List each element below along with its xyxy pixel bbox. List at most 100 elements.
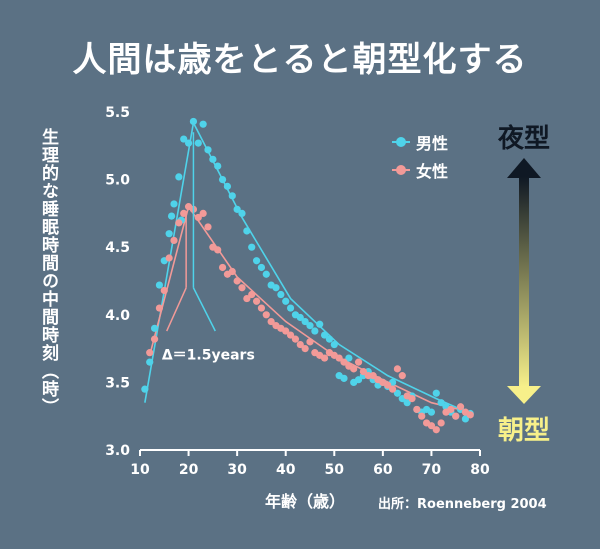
data-point-male xyxy=(233,205,241,213)
data-point-male xyxy=(214,162,222,170)
data-point-male xyxy=(228,192,236,200)
data-point-female xyxy=(447,405,455,414)
data-point-male xyxy=(257,263,266,272)
data-point-female xyxy=(204,223,212,231)
data-point-female xyxy=(427,422,436,430)
x-tick-label: 80 xyxy=(470,462,490,478)
arrow-head-down xyxy=(507,386,541,404)
data-point-female xyxy=(359,367,368,376)
data-point-female xyxy=(252,297,261,305)
delta-label: Δ＝1.5years xyxy=(162,347,255,363)
data-point-male xyxy=(184,139,193,147)
data-point-female xyxy=(452,412,460,420)
arrow-shaft xyxy=(519,177,529,387)
data-point-female xyxy=(466,411,474,419)
data-point-male xyxy=(311,327,319,335)
data-point-male xyxy=(243,227,251,235)
chronotype-arrow xyxy=(507,158,541,404)
data-point-male xyxy=(282,297,290,305)
data-point-female xyxy=(228,267,236,276)
legend-item-male: 男性 xyxy=(392,132,449,153)
data-point-female xyxy=(335,354,343,362)
morning-type-label: 朝型 xyxy=(497,416,550,446)
data-point-male xyxy=(218,176,227,184)
legend-label-female: 女性 xyxy=(416,162,449,181)
data-point-male xyxy=(194,139,202,147)
data-point-male xyxy=(340,374,348,382)
data-point-male xyxy=(403,399,411,407)
data-point-male xyxy=(296,313,304,322)
data-point-male xyxy=(252,257,261,265)
x-tick-label: 20 xyxy=(179,462,199,478)
data-point-male xyxy=(330,340,338,349)
data-point-male xyxy=(180,135,188,143)
data-point-female xyxy=(369,372,377,380)
data-point-female xyxy=(233,277,241,285)
data-point-female xyxy=(248,290,256,299)
data-point-female xyxy=(320,354,329,362)
data-point-male xyxy=(223,182,232,190)
data-point-male xyxy=(167,212,176,220)
data-point-male xyxy=(262,270,270,278)
legend-item-female: 女性 xyxy=(392,160,449,181)
data-point-male xyxy=(432,389,440,397)
data-point-male xyxy=(248,243,256,251)
data-point-male xyxy=(155,281,164,289)
data-point-female xyxy=(354,358,363,366)
data-point-female xyxy=(199,209,207,217)
data-point-male xyxy=(320,331,329,339)
data-point-female xyxy=(291,335,300,343)
night-type-label: 夜型 xyxy=(497,124,550,154)
data-points xyxy=(141,117,474,434)
data-point-male xyxy=(437,399,445,407)
legend-label-male: 男性 xyxy=(416,134,449,153)
data-point-male xyxy=(146,358,154,366)
data-point-female xyxy=(146,349,154,357)
data-point-male xyxy=(354,376,363,384)
data-point-male xyxy=(150,324,159,332)
data-point-male xyxy=(427,408,436,416)
data-point-female xyxy=(418,412,426,420)
data-point-male xyxy=(209,155,217,163)
male-peak-pointer xyxy=(192,287,216,332)
data-point-female xyxy=(384,381,392,389)
data-point-male xyxy=(175,173,183,181)
data-point-female xyxy=(267,317,275,326)
data-point-female xyxy=(398,372,406,380)
x-tick-label: 70 xyxy=(422,462,442,478)
y-axis-label: 生理的な睡眠時間の中間時刻（時） xyxy=(38,128,58,416)
legend-swatch-male xyxy=(392,135,410,149)
arrow-head-up xyxy=(507,158,541,178)
y-tick-label: 5.0 xyxy=(105,173,130,189)
data-point-male xyxy=(277,290,285,299)
data-point-female xyxy=(393,365,402,373)
data-point-female xyxy=(296,340,304,349)
data-point-female xyxy=(214,246,222,254)
female-peak-pointer xyxy=(166,287,187,332)
data-point-male xyxy=(393,389,402,397)
data-point-male xyxy=(325,335,334,343)
data-point-female xyxy=(175,219,183,227)
trend-line-female xyxy=(148,204,471,413)
data-point-female xyxy=(150,335,159,343)
x-tick-label: 10 xyxy=(130,462,150,478)
chart-title: 人間は歳をとると朝型化する xyxy=(72,40,528,80)
data-point-male xyxy=(461,415,470,423)
data-point-female xyxy=(282,327,290,335)
data-point-male xyxy=(286,304,295,312)
data-point-male xyxy=(165,230,173,238)
x-tick-label: 40 xyxy=(276,462,296,478)
data-point-female xyxy=(432,426,440,434)
data-point-female xyxy=(301,345,309,353)
data-point-female xyxy=(165,254,173,262)
data-point-male xyxy=(199,120,207,128)
data-point-female xyxy=(456,403,465,411)
data-point-female xyxy=(194,213,202,222)
data-point-female xyxy=(408,395,416,403)
data-point-male xyxy=(306,322,314,330)
data-point-male xyxy=(301,317,309,326)
legend-swatch-female xyxy=(392,163,410,177)
y-tick-label: 3.0 xyxy=(105,443,130,459)
data-point-female xyxy=(286,331,295,339)
